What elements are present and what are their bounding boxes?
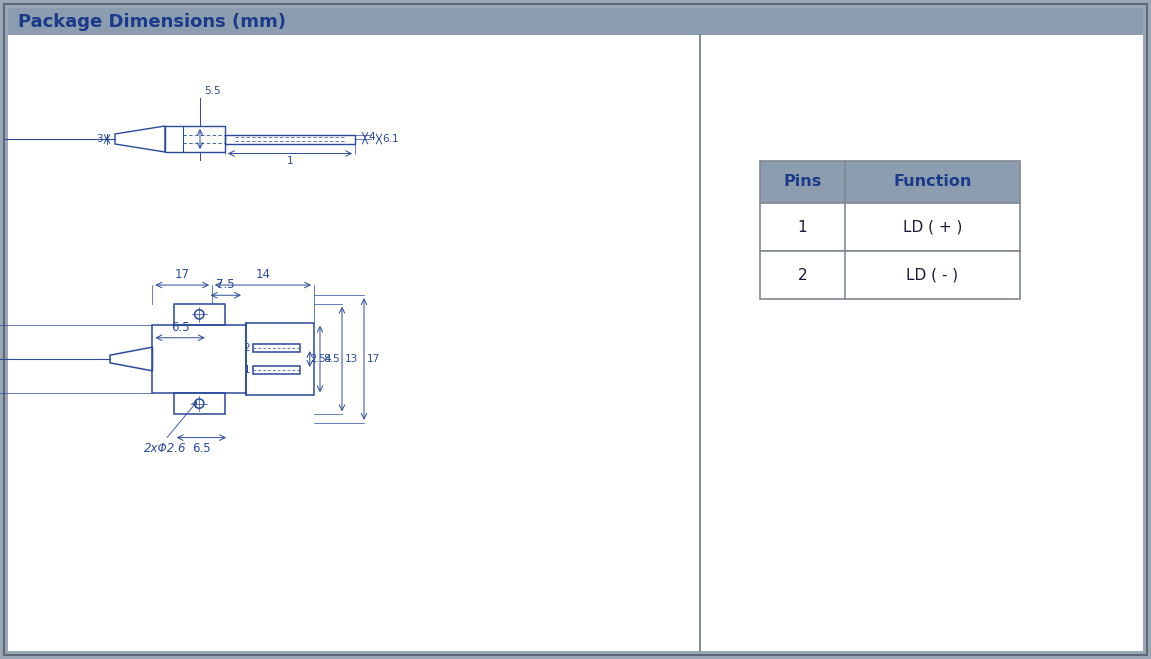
Text: 2.54: 2.54: [311, 354, 333, 364]
Bar: [224, 134, 355, 144]
Text: 3: 3: [97, 134, 102, 144]
Text: 2xΦ2.6: 2xΦ2.6: [144, 442, 186, 455]
Text: 13: 13: [345, 354, 358, 364]
Bar: [152, 325, 246, 393]
Text: 14: 14: [256, 268, 270, 281]
Text: LD ( + ): LD ( + ): [902, 219, 962, 235]
Bar: [760, 251, 1020, 299]
Text: Package Dimensions (mm): Package Dimensions (mm): [18, 13, 285, 31]
Bar: [174, 393, 224, 415]
Text: 2: 2: [798, 268, 807, 283]
Text: Function: Function: [893, 175, 971, 190]
Text: 17: 17: [175, 268, 190, 281]
Text: 6.1: 6.1: [382, 134, 398, 144]
Text: 1: 1: [244, 365, 250, 375]
Text: Pins: Pins: [784, 175, 822, 190]
Text: 7.5: 7.5: [216, 278, 235, 291]
Bar: [174, 304, 224, 325]
Text: 8.5: 8.5: [323, 354, 340, 364]
Text: 5.5: 5.5: [204, 86, 221, 96]
Text: LD ( - ): LD ( - ): [907, 268, 959, 283]
Text: 6.5: 6.5: [170, 321, 190, 333]
Text: 1: 1: [287, 156, 294, 167]
Text: 17: 17: [367, 354, 380, 364]
Bar: [760, 161, 1020, 203]
Bar: [253, 345, 299, 352]
Bar: [165, 126, 224, 152]
Text: 1: 1: [798, 219, 807, 235]
Bar: [8, 8, 1143, 35]
Bar: [760, 203, 1020, 251]
Text: 4: 4: [368, 132, 374, 142]
Text: 2: 2: [244, 343, 250, 353]
Bar: [246, 323, 314, 395]
Bar: [253, 366, 299, 374]
Text: 6.5: 6.5: [192, 442, 211, 455]
